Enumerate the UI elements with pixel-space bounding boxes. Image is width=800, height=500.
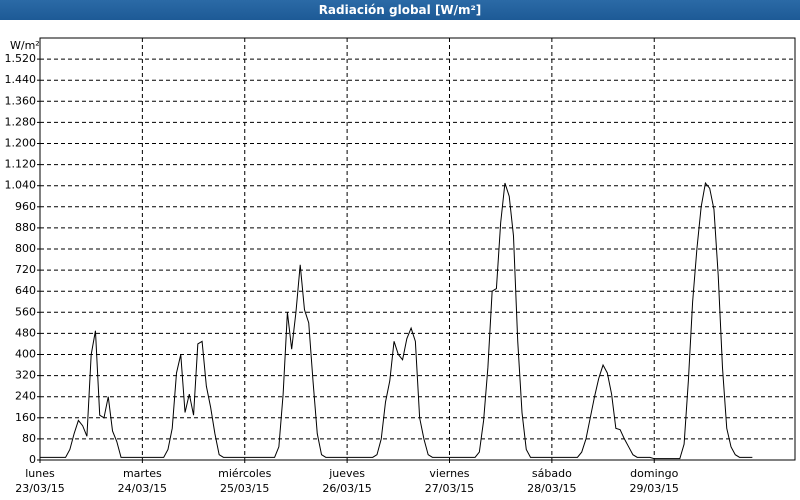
y-tick-label: 400 xyxy=(15,348,36,361)
y-tick-label: 80 xyxy=(22,432,36,445)
x-tick-label: sábado 28/03/15 xyxy=(527,467,577,495)
y-tick-label: 240 xyxy=(15,390,36,403)
y-tick-label: 560 xyxy=(15,305,36,318)
y-tick-label: 1.280 xyxy=(5,115,37,128)
y-tick-label: 1.440 xyxy=(5,73,37,86)
data-line xyxy=(40,181,753,460)
y-tick-label: 720 xyxy=(15,263,36,276)
y-tick-label: 0 xyxy=(29,453,36,466)
y-tick-label: 480 xyxy=(15,326,36,339)
y-tick-label: 1.200 xyxy=(5,137,37,150)
y-tick-label: 880 xyxy=(15,221,36,234)
y-tick-label: 1.040 xyxy=(5,179,37,192)
y-tick-label: 640 xyxy=(15,284,36,297)
y-tick-label: 1.520 xyxy=(5,52,37,65)
chart-title: Radiación global [W/m²] xyxy=(0,0,800,20)
y-tick-label: 160 xyxy=(15,411,36,424)
y-unit-label: W/m² xyxy=(10,39,40,52)
y-tick-label: 320 xyxy=(15,369,36,382)
y-tick-label: 800 xyxy=(15,242,36,255)
x-tick-label: lunes 23/03/15 xyxy=(15,467,65,495)
y-tick-label: 1.360 xyxy=(5,94,37,107)
y-tick-label: 1.120 xyxy=(5,158,37,171)
y-tick-label: 960 xyxy=(15,200,36,213)
x-tick-label: jueves 26/03/15 xyxy=(322,467,372,495)
x-tick-label: domingo 29/03/15 xyxy=(629,467,679,495)
x-tick-label: martes 24/03/15 xyxy=(117,467,168,495)
x-tick-label: miércoles 25/03/15 xyxy=(218,467,272,495)
plot-frame xyxy=(39,37,796,461)
x-tick-label: viernes 27/03/15 xyxy=(424,467,475,495)
